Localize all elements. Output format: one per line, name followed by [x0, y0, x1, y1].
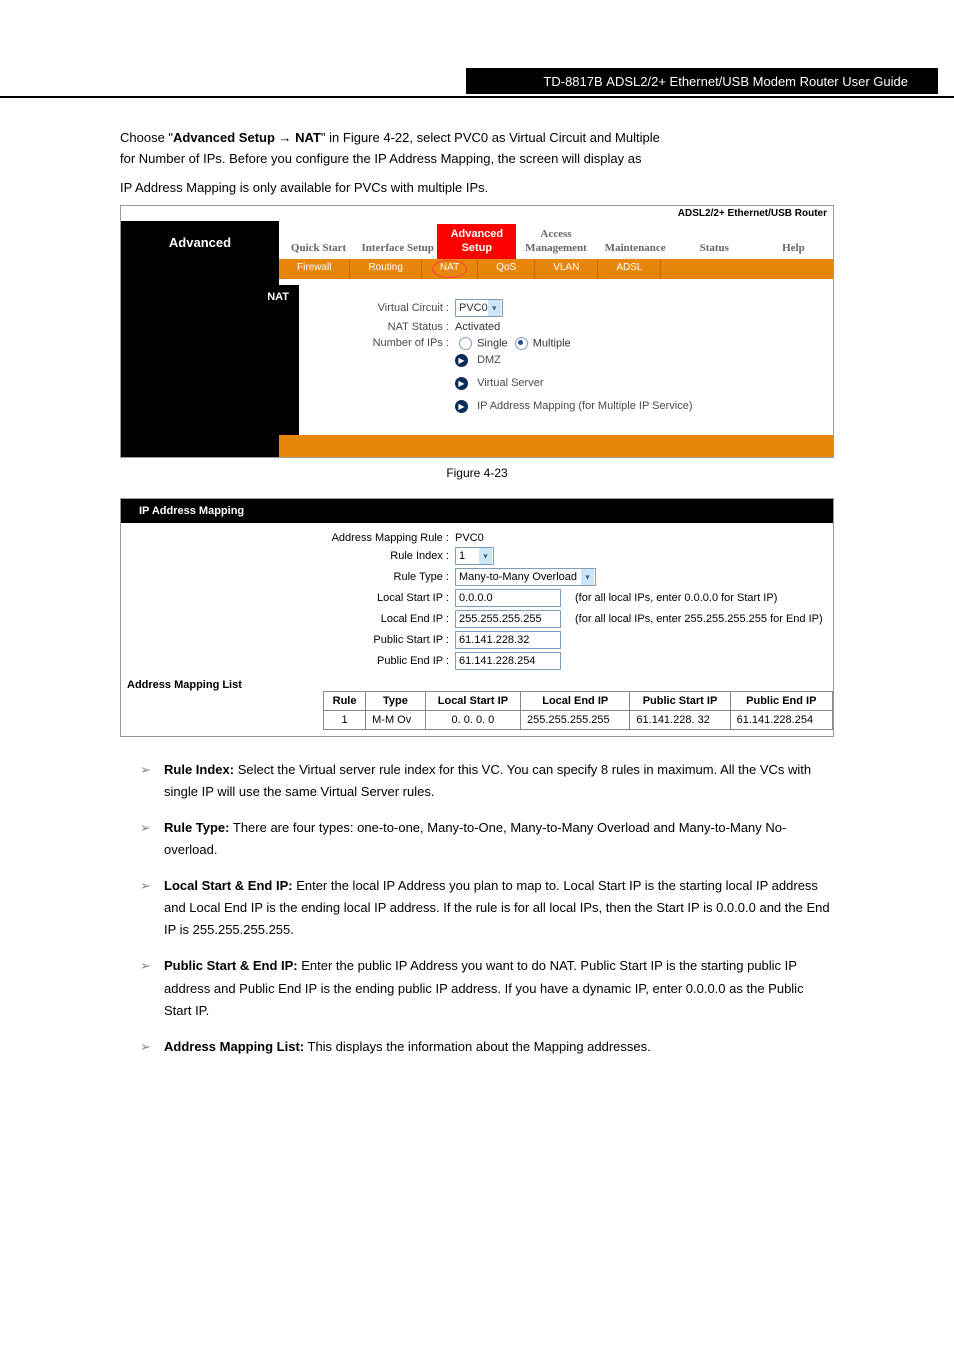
col-pend: Public End IP — [730, 691, 832, 710]
term: Public Start & End IP: — [164, 958, 298, 973]
nat-status-value: Activated — [455, 321, 500, 333]
header-left — [0, 68, 466, 96]
subnav-qos[interactable]: QoS — [478, 259, 535, 279]
rule-index-label: Rule Index : — [315, 550, 455, 562]
page-header: TD-8817B ADSL2/2+ Ethernet/USB Modem Rou… — [0, 68, 954, 98]
lstart-label: Local Start IP : — [315, 592, 455, 604]
subnav-vlan[interactable]: VLAN — [535, 259, 598, 279]
ss1-toplabel: ADSL2/2+ Ethernet/USB Router — [121, 206, 833, 221]
tab-interface-setup[interactable]: Interface Setup — [358, 238, 437, 259]
lend-input[interactable]: 255.255.255.255 — [455, 610, 561, 628]
tab-quick-start[interactable]: Quick Start — [279, 238, 358, 259]
pstart-label: Public Start IP : — [315, 634, 455, 646]
tab-access-management[interactable]: Access Management — [516, 224, 595, 258]
term: Rule Type: — [164, 820, 230, 835]
header-right: TD-8817B ADSL2/2+ Ethernet/USB Modem Rou… — [466, 68, 938, 94]
ss1-main-nav: Quick Start Interface Setup Advanced Set… — [279, 221, 833, 259]
intro-note: IP Address Mapping is only available for… — [120, 180, 834, 195]
radio-single[interactable] — [459, 337, 472, 350]
lstart-hint: (for all local IPs, enter 0.0.0.0 for St… — [561, 592, 777, 604]
lstart-input[interactable]: 0.0.0.0 — [455, 589, 561, 607]
ss2-header: IP Address Mapping — [121, 499, 833, 523]
radio-multiple-label: Multiple — [533, 337, 571, 349]
chevron-right-icon: ➢ — [140, 955, 164, 1021]
screenshot-ip-mapping: IP Address Mapping Address Mapping Rule … — [120, 498, 834, 737]
subnav-nat[interactable]: NAT — [422, 259, 478, 279]
arrow-right-icon: ▶ — [455, 377, 468, 390]
chevron-right-icon: ➢ — [140, 759, 164, 803]
ss1-footer — [121, 435, 833, 457]
arrow-icon: → — [279, 128, 292, 149]
col-type: Type — [366, 691, 426, 710]
term: Rule Index: — [164, 762, 234, 777]
link-dmz[interactable]: DMZ — [477, 354, 501, 366]
pstart-input[interactable]: 61.141.228.32 — [455, 631, 561, 649]
link-virtual-server[interactable]: Virtual Server — [477, 377, 543, 389]
list-item: ➢ Rule Index: Select the Virtual server … — [140, 759, 834, 803]
intro-path1: Advanced Setup — [173, 130, 275, 145]
ss2-left-col — [121, 523, 315, 673]
rule-type-label: Rule Type : — [315, 571, 455, 583]
tab-maintenance[interactable]: Maintenance — [596, 238, 675, 259]
ss1-section-label: Advanced — [121, 221, 279, 279]
nat-status-label: NAT Status : — [299, 321, 455, 333]
col-lend: Local End IP — [521, 691, 630, 710]
term: Address Mapping List: — [164, 1039, 304, 1054]
list-item: ➢ Public Start & End IP: Enter the publi… — [140, 955, 834, 1021]
definition: Select the Virtual server rule index for… — [164, 762, 811, 799]
col-pstart: Public Start IP — [630, 691, 730, 710]
chevron-right-icon: ➢ — [140, 817, 164, 861]
address-mapping-table: Rule Type Local Start IP Local End IP Pu… — [323, 691, 833, 730]
arrow-right-icon: ▶ — [455, 400, 468, 413]
definition: This displays the information about the … — [304, 1039, 651, 1054]
tab-help[interactable]: Help — [754, 238, 833, 259]
col-lstart: Local Start IP — [425, 691, 520, 710]
definitions-list: ➢ Rule Index: Select the Virtual server … — [140, 759, 834, 1058]
header-desc-prefix: ADSL2/2+ Ethernet/USB — [606, 74, 749, 89]
col-rule: Rule — [324, 691, 366, 710]
amr-label: Address Mapping Rule : — [315, 532, 455, 544]
radio-multiple[interactable] — [515, 337, 528, 350]
rule-type-select[interactable]: Many-to-Many Overload — [455, 568, 596, 586]
rule-index-select[interactable]: 1 — [455, 547, 494, 565]
intro-path2: NAT — [295, 130, 321, 145]
vc-label: Virtual Circuit : — [299, 302, 455, 314]
ss1-sub-nav: Firewall Routing NAT QoS VLAN ADSL — [279, 259, 833, 279]
intro-figref: Figure 4-22 — [343, 130, 409, 145]
pend-input[interactable]: 61.141.228.254 — [455, 652, 561, 670]
list-item: ➢ Local Start & End IP: Enter the local … — [140, 875, 834, 941]
list-item: ➢ Rule Type: There are four types: one-t… — [140, 817, 834, 861]
definition: There are four types: one-to-one, Many-t… — [164, 820, 786, 857]
table-row: 1 M-M Ov 0. 0. 0. 0 255.255.255.255 61.1… — [324, 710, 833, 729]
arrow-right-icon: ▶ — [455, 354, 468, 367]
vc-select[interactable]: PVC0 — [455, 299, 503, 317]
figure-caption: Figure 4-23 — [120, 466, 834, 480]
header-model: TD-8817B — [543, 74, 602, 89]
radio-single-label: Single — [477, 337, 508, 349]
link-ip-mapping[interactable]: IP Address Mapping (for Multiple IP Serv… — [477, 400, 692, 412]
pend-label: Public End IP : — [315, 655, 455, 667]
numips-label: Number of IPs : — [299, 337, 455, 349]
header-desc-suffix: Modem Router User Guide — [753, 74, 908, 89]
tab-advanced-setup[interactable]: Advanced Setup — [437, 224, 516, 258]
subnav-firewall[interactable]: Firewall — [279, 259, 350, 279]
subnav-routing[interactable]: Routing — [350, 259, 421, 279]
list-item: ➢ Address Mapping List: This displays th… — [140, 1036, 834, 1058]
lend-label: Local End IP : — [315, 613, 455, 625]
chevron-right-icon: ➢ — [140, 1036, 164, 1058]
screenshot-nat: ADSL2/2+ Ethernet/USB Router Advanced Qu… — [120, 205, 834, 458]
lend-hint: (for all local IPs, enter 255.255.255.25… — [561, 613, 823, 625]
ss2-list-header: Address Mapping List — [121, 679, 283, 730]
intro-paragraph: Choose "Advanced Setup → NAT" in Figure … — [120, 128, 834, 170]
subnav-adsl[interactable]: ADSL — [598, 259, 661, 279]
ss1-side-label: NAT — [121, 285, 299, 435]
amr-value: PVC0 — [455, 532, 484, 544]
chevron-right-icon: ➢ — [140, 875, 164, 941]
tab-status[interactable]: Status — [675, 238, 754, 259]
term: Local Start & End IP: — [164, 878, 293, 893]
